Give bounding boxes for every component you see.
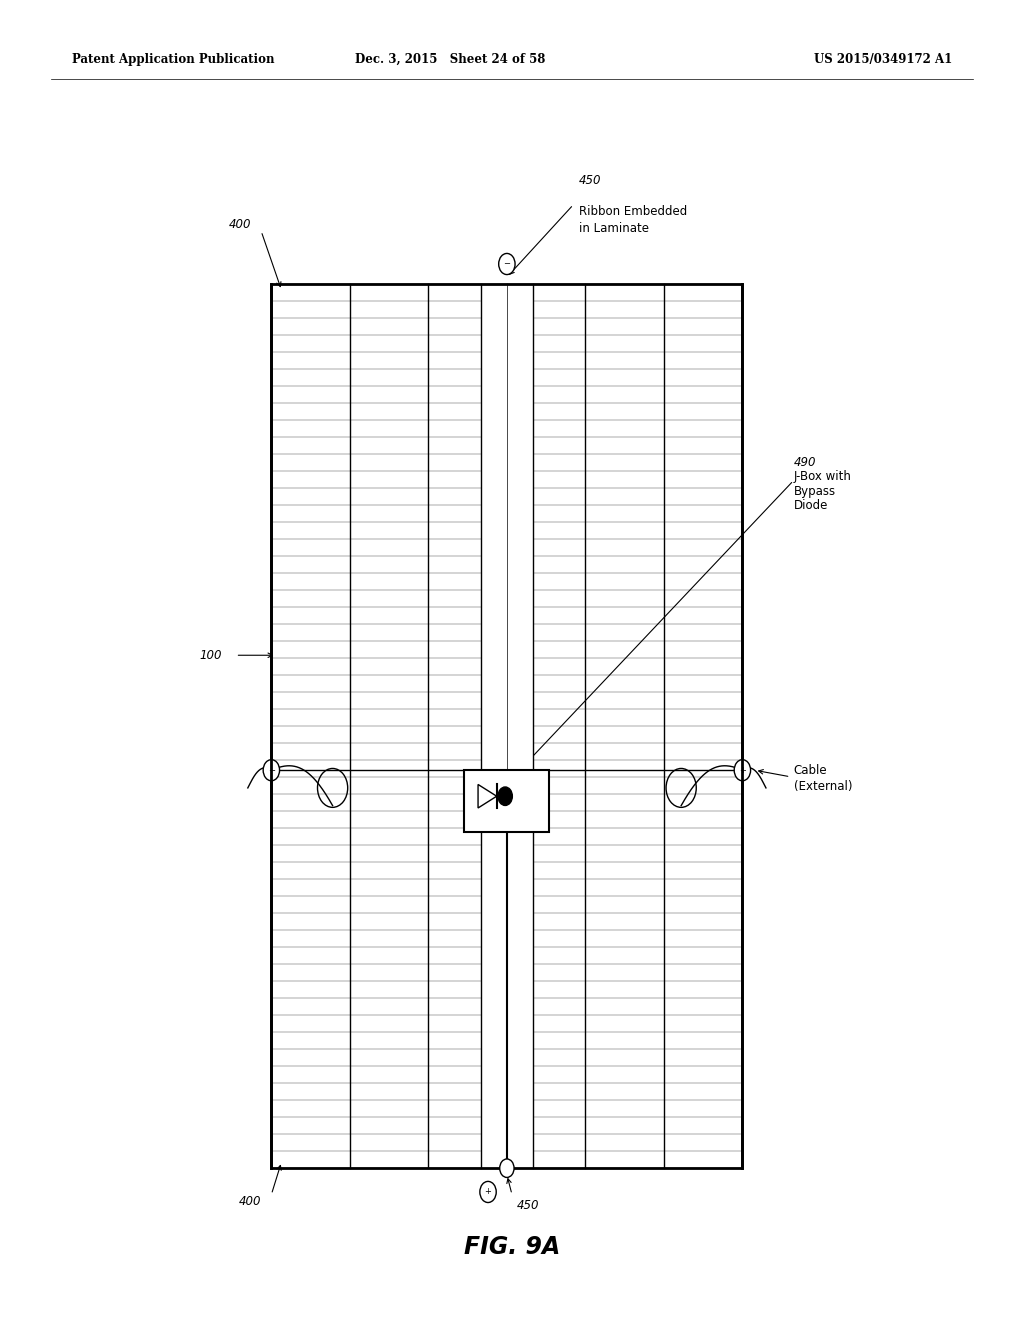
Text: 490: 490 (794, 455, 816, 469)
Text: −: − (504, 260, 510, 268)
Bar (481, 284, 532, 1168)
Circle shape (498, 787, 512, 805)
Bar (465, 771, 549, 832)
Circle shape (734, 759, 751, 780)
Text: Dec. 3, 2015   Sheet 24 of 58: Dec. 3, 2015 Sheet 24 of 58 (355, 53, 546, 66)
Text: J-Box with: J-Box with (794, 470, 852, 483)
Text: +: + (484, 1188, 492, 1196)
Text: Cable: Cable (794, 764, 827, 776)
Text: FIG. 9A: FIG. 9A (464, 1236, 560, 1259)
Text: (External): (External) (794, 780, 852, 792)
Text: 400: 400 (228, 218, 251, 231)
Text: 400: 400 (239, 1195, 261, 1208)
Bar (465, 771, 549, 832)
Text: Patent Application Publication: Patent Application Publication (72, 53, 274, 66)
Bar (271, 284, 742, 1168)
Text: 450: 450 (517, 1199, 540, 1212)
Text: US 2015/0349172 A1: US 2015/0349172 A1 (814, 53, 952, 66)
Text: Diode: Diode (794, 499, 828, 512)
Circle shape (499, 253, 515, 275)
Polygon shape (478, 784, 497, 808)
Text: −: − (268, 766, 274, 775)
Text: 100: 100 (200, 648, 222, 661)
Text: Ribbon Embedded: Ribbon Embedded (579, 205, 687, 218)
Text: +: + (739, 766, 745, 775)
Text: 450: 450 (579, 174, 601, 187)
Circle shape (500, 1159, 514, 1177)
Circle shape (480, 1181, 497, 1203)
Text: in Laminate: in Laminate (579, 222, 648, 235)
Circle shape (263, 759, 280, 780)
Text: Bypass: Bypass (794, 484, 836, 498)
